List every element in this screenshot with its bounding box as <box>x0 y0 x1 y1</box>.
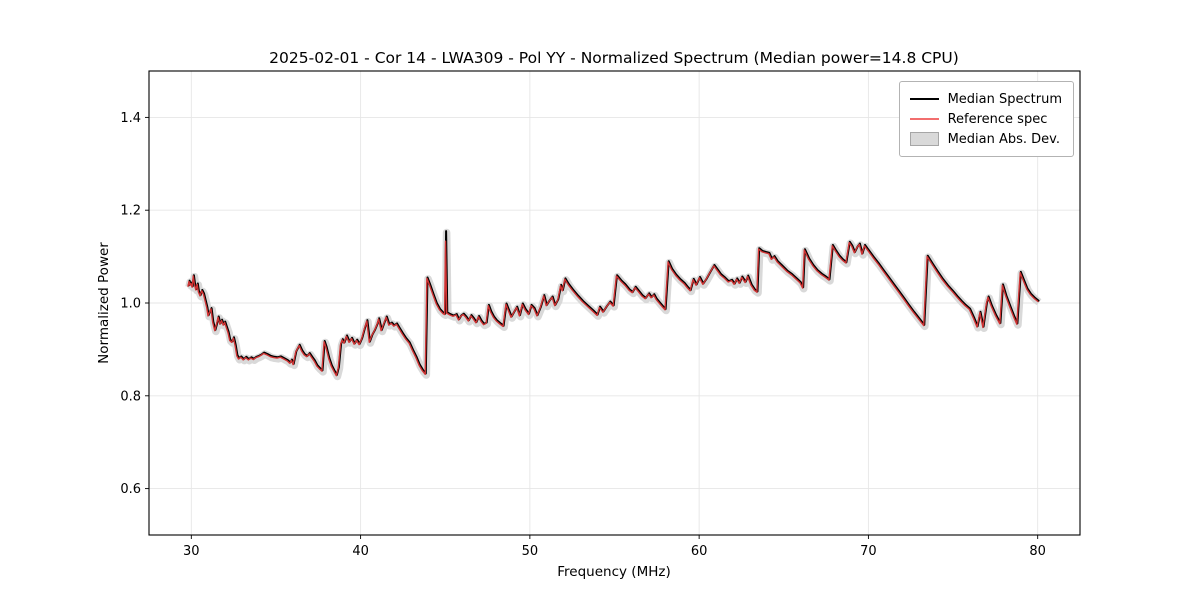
y-tick-label: 1.4 <box>120 111 141 126</box>
x-tick-label: 30 <box>183 544 200 559</box>
axis-ticks: 30 40 50 60 70 80 0.6 0.8 1.0 1.2 1.4 <box>120 111 1046 559</box>
x-tick-label: 70 <box>860 544 877 559</box>
y-tick-label: 1.2 <box>120 204 141 219</box>
legend-label: Reference spec <box>947 111 1048 127</box>
legend-label: Median Spectrum <box>947 91 1062 107</box>
reference-spec-line <box>187 240 1039 377</box>
x-tick-label: 60 <box>691 544 708 559</box>
x-tick-label: 80 <box>1029 544 1046 559</box>
black-line-icon <box>909 98 939 100</box>
chart-title: 2025-02-01 - Cor 14 - LWA309 - Pol YY - … <box>269 49 959 67</box>
legend-label: Median Abs. Dev. <box>947 131 1061 147</box>
gray-patch-icon <box>909 132 939 146</box>
y-tick-label: 0.8 <box>120 389 141 404</box>
x-tick-label: 40 <box>352 544 369 559</box>
y-tick-label: 1.0 <box>120 297 141 312</box>
red-line-icon <box>909 118 939 120</box>
legend-item-median-spectrum: Median Spectrum <box>909 89 1062 109</box>
legend-item-median-abs-dev: Median Abs. Dev. <box>909 129 1062 149</box>
legend-box: Median Spectrum Reference spec Median Ab… <box>898 81 1074 157</box>
y-axis-label: Normalized Power <box>96 242 112 364</box>
y-tick-label: 0.6 <box>120 482 141 497</box>
legend-item-reference-spec: Reference spec <box>909 109 1062 129</box>
x-tick-label: 50 <box>522 544 539 559</box>
x-axis-label: Frequency (MHz) <box>557 564 670 580</box>
series-lines <box>185 228 1042 381</box>
